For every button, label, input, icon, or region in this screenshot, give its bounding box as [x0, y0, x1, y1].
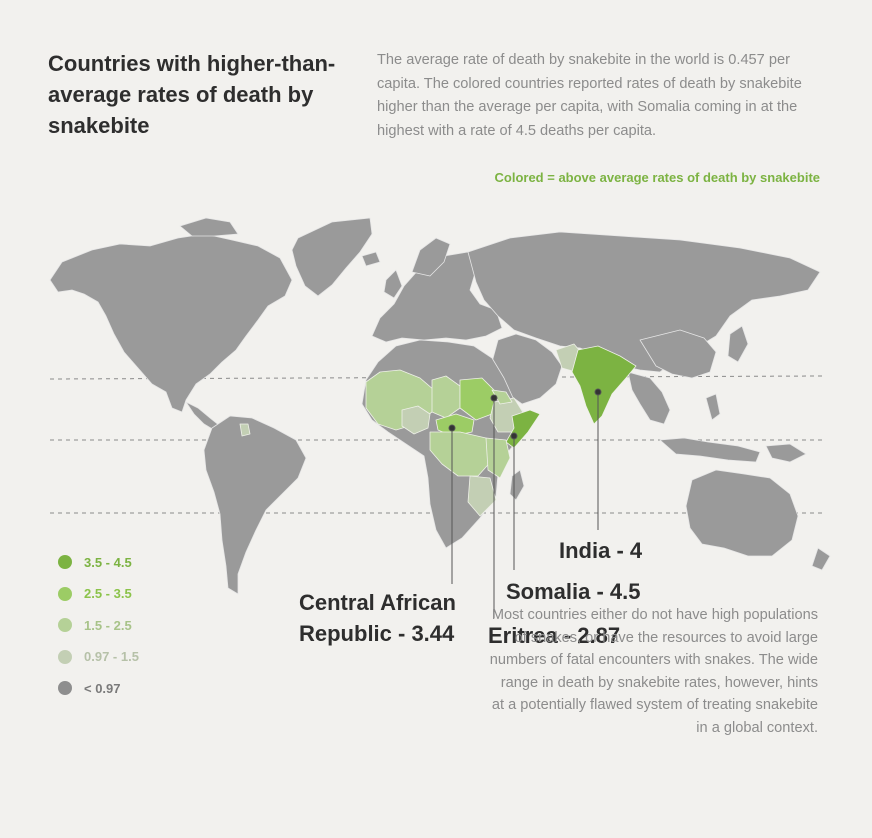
philippines	[705, 393, 721, 421]
eritrea-callout: Eritrea - 2.87	[488, 623, 621, 648]
highlighted-countries	[239, 343, 637, 517]
legend: 3.5 - 4.5 2.5 - 3.5 1.5 - 2.5 0.97 - 1.5…	[58, 552, 139, 710]
scandinavia	[411, 237, 451, 277]
legend-label: 3.5 - 4.5	[84, 554, 132, 570]
east-asia	[639, 329, 717, 379]
eritrea-marker	[490, 394, 498, 402]
footnote-paragraph: Most countries either do not have high p…	[489, 607, 818, 736]
new-zealand	[811, 547, 831, 571]
legend-item: < 0.97	[58, 678, 139, 698]
callout-leaders	[448, 388, 602, 618]
eritrea-region	[491, 389, 513, 405]
legend-item: 2.5 - 3.5	[58, 584, 139, 604]
legend-label: 1.5 - 2.5	[84, 617, 132, 633]
map-subheading: Colored = above average rates of death b…	[494, 170, 820, 185]
new-guinea	[765, 443, 807, 463]
guyana-region	[239, 423, 251, 437]
legend-swatch	[58, 618, 72, 632]
car-callout-line1: Central African	[299, 590, 456, 615]
somalia-marker	[510, 432, 518, 440]
legend-label: 2.5 - 3.5	[84, 586, 132, 601]
south-america	[203, 415, 307, 595]
legend-label: < 0.97	[84, 680, 121, 696]
australia	[685, 469, 799, 557]
legend-item: 1.5 - 2.5	[58, 615, 139, 635]
page-title: Countries with higher-than-average rates…	[48, 51, 336, 138]
legend-item: 3.5 - 4.5	[58, 552, 139, 572]
intro-paragraph: The average rate of death by snakebite i…	[377, 52, 802, 139]
canadian-arctic-islands	[179, 217, 239, 237]
legend-swatch	[58, 555, 72, 569]
india-region	[571, 345, 637, 425]
somalia-callout: Somalia - 4.5	[506, 579, 641, 604]
india-marker	[594, 388, 602, 396]
indonesia	[659, 437, 761, 463]
legend-label: 0.97 - 1.5	[84, 649, 139, 664]
central-africa-region	[429, 431, 495, 477]
india-callout: India - 4	[559, 538, 643, 563]
legend-swatch	[58, 649, 72, 664]
nigeria-region	[401, 405, 431, 435]
east-africa-region	[485, 437, 511, 479]
legend-swatch	[58, 586, 72, 601]
southeast-asia	[627, 371, 671, 425]
central-african-republic-region	[435, 413, 475, 437]
uk-ireland	[383, 269, 403, 299]
legend-swatch	[58, 681, 72, 695]
southern-africa-region	[467, 475, 497, 517]
greenland	[291, 217, 373, 297]
north-america	[49, 233, 293, 413]
car-callout-line2: Republic - 3.44	[299, 621, 455, 646]
iceland	[361, 251, 381, 267]
japan	[727, 325, 749, 363]
car-marker	[448, 424, 456, 432]
legend-item: 0.97 - 1.5	[58, 647, 139, 667]
madagascar	[509, 469, 525, 501]
